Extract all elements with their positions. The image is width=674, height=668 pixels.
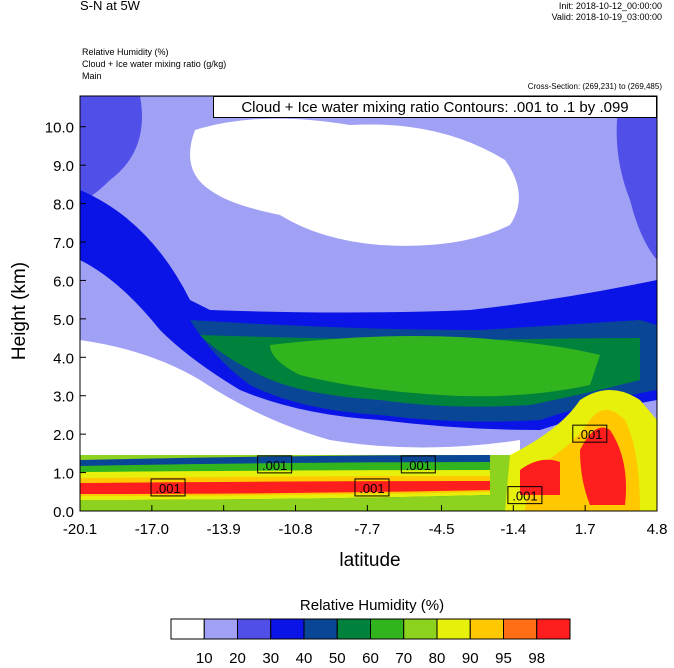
colorbar-swatch [436, 618, 471, 640]
colorbar-level-label: 60 [362, 650, 379, 667]
contour-legend-box: Cloud + Ice water mixing ratio Contours:… [213, 96, 657, 118]
rh-band-70 [270, 336, 600, 397]
colorbar-swatch [469, 618, 504, 640]
contour-label: .001 [155, 481, 180, 496]
plot-title: S-N at 5W [80, 0, 140, 13]
y-tick-label: 10.0 [45, 120, 74, 137]
valid-time: Valid: 2018-10-19_03:00:00 [551, 12, 662, 22]
y-tick-label: 7.0 [53, 235, 74, 252]
colorbar-level-label: 50 [329, 650, 346, 667]
y-tick-label: 5.0 [53, 312, 74, 329]
y-tick-label: 1.0 [53, 466, 74, 483]
colorbar-level-label: 95 [495, 650, 512, 667]
contour-labels: .001 .001 .001 .001 .001 .001 [150, 424, 608, 505]
contour-label-box [507, 486, 543, 505]
colorbar-swatch [370, 618, 405, 640]
colorbar-level-label: 20 [229, 650, 246, 667]
colorbar: 10 20 30 40 50 60 70 80 90 95 98 [170, 618, 571, 667]
colorbar-level-label: 90 [462, 650, 479, 667]
y-tick-label: 2.0 [53, 427, 74, 444]
cross-section-label: Cross-Section: (269,231) to (269,485) [527, 82, 662, 91]
colorbar-swatch [503, 618, 538, 640]
colorbar-swatch [270, 618, 305, 640]
contour-label: .001 [577, 427, 602, 442]
contour-label-box [150, 478, 186, 497]
x-tick-label: -7.7 [354, 521, 380, 538]
colorbar-level-label: 80 [429, 650, 446, 667]
init-time: Init: 2018-10-12_00:00:00 [558, 1, 662, 11]
variable-label-main: Main [82, 71, 102, 81]
rh-band-98 [580, 427, 626, 505]
x-tick-label: -17.0 [135, 521, 169, 538]
rh-band-30 [616, 96, 657, 260]
contour-label: .001 [512, 489, 537, 504]
colorbar-swatch [536, 618, 571, 640]
contour-label-box [354, 478, 390, 497]
colorbar-swatch [336, 618, 371, 640]
colorbar-swatch [170, 618, 205, 640]
variable-label-cloud: Cloud + Ice water mixing ratio (g/kg) [82, 59, 227, 69]
colorbar-level-label: 10 [196, 650, 213, 667]
y-tick-label: 8.0 [53, 197, 74, 214]
colorbar-title: Relative Humidity (%) [299, 597, 445, 614]
x-tick-label: 1.7 [575, 521, 596, 538]
colorbar-level-label: 40 [296, 650, 313, 667]
colorbar-swatch [403, 618, 438, 640]
y-tick-label: 4.0 [53, 350, 74, 367]
colorbar-swatch [303, 618, 338, 640]
colorbar-level-label: 70 [395, 650, 412, 667]
y-tick-label: 3.0 [53, 389, 74, 406]
x-axis-label: latitude [339, 550, 401, 571]
y-axis: 0.0 1.0 2.0 3.0 4.0 5.0 6.0 7.0 8.0 9.0 10.0 [45, 120, 86, 521]
colorbar-level-label: 98 [528, 650, 545, 667]
contour-label-box [400, 455, 436, 474]
rh-band-10 [190, 118, 519, 246]
colorbar-swatch [237, 618, 272, 640]
y-axis-label: Height (km) [9, 261, 30, 361]
y-tick-label: 9.0 [53, 158, 74, 175]
colorbar-level-label: 30 [262, 650, 279, 667]
x-tick-label: -20.1 [63, 521, 97, 538]
colorbar-swatch [203, 618, 238, 640]
rh-band-10 [80, 340, 520, 460]
variable-label-rh: Relative Humidity (%) [82, 47, 169, 57]
x-tick-label: 4.8 [647, 521, 668, 538]
contour-label-box [257, 455, 293, 474]
y-tick-label: 0.0 [53, 504, 74, 521]
rh-field [80, 96, 657, 511]
rh-band-30 [80, 96, 142, 200]
y-tick-label: 6.0 [53, 273, 74, 290]
contour-label-box [572, 424, 608, 443]
x-tick-label: -1.4 [500, 521, 526, 538]
x-tick-label: -13.9 [207, 521, 241, 538]
x-axis: -20.1 -17.0 -13.9 -10.8 -7.7 -4.5 -1.4 1.7 4.8 [63, 505, 668, 538]
x-tick-label: -4.5 [429, 521, 455, 538]
x-tick-label: -10.8 [278, 521, 312, 538]
contour-label: .001 [262, 458, 287, 473]
contour-label: .001 [406, 458, 431, 473]
contour-label: .001 [359, 481, 384, 496]
rh-band-98 [80, 481, 490, 494]
